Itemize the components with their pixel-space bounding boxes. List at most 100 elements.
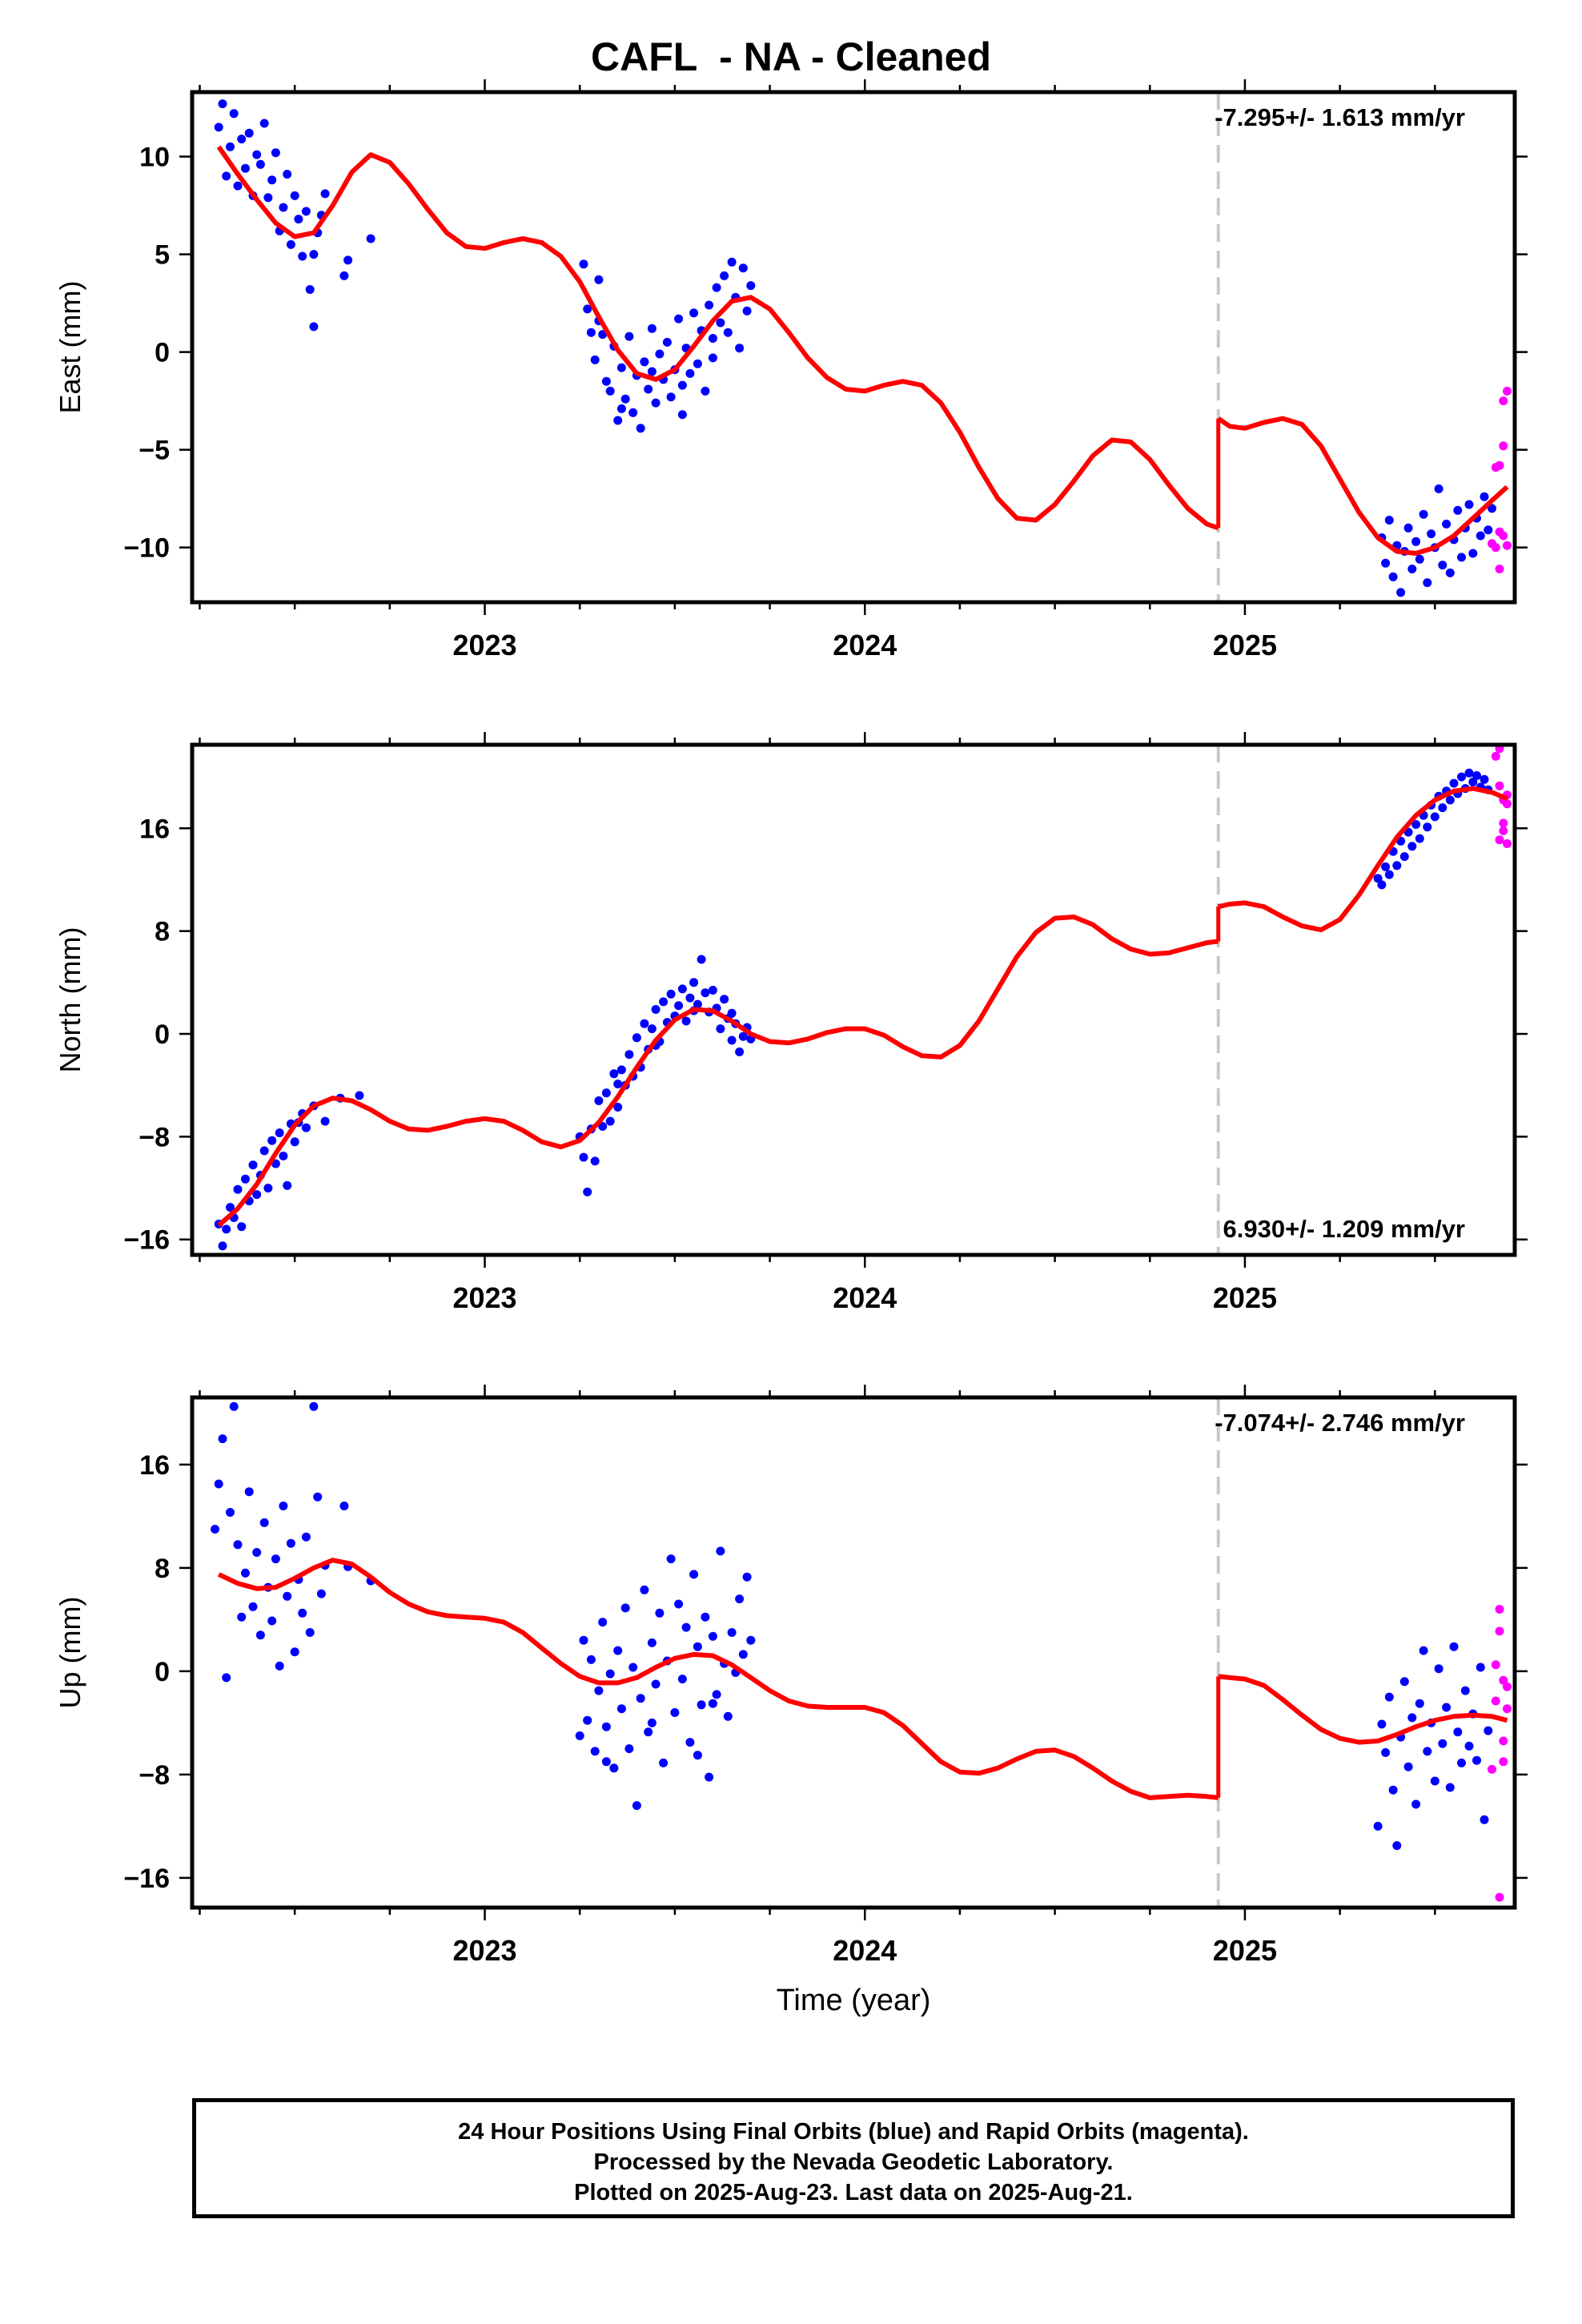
- rapid-orbit-point: [1499, 1675, 1508, 1685]
- velocity-annotation: 6.930+/- 1.209 mm/yr: [1223, 1215, 1465, 1243]
- final-orbit-point: [237, 135, 247, 144]
- y-tick-label: −5: [139, 436, 170, 466]
- final-orbit-point: [712, 283, 721, 292]
- final-orbit-point: [1384, 870, 1394, 879]
- final-orbit-point: [229, 1401, 239, 1411]
- final-orbit-point: [320, 189, 330, 199]
- footer-caption: 24 Hour Positions Using Final Orbits (bl…: [192, 2098, 1515, 2218]
- final-orbit-point: [286, 1538, 295, 1548]
- final-orbit-point: [1407, 1713, 1417, 1723]
- final-orbit-point: [735, 344, 745, 353]
- final-orbit-point: [305, 1628, 315, 1637]
- final-orbit-point: [674, 1599, 684, 1609]
- model-fit-line: [1218, 786, 1508, 933]
- final-orbit-point: [1460, 1686, 1470, 1695]
- final-orbit-point: [647, 1638, 656, 1647]
- y-tick-label: −10: [123, 533, 170, 564]
- final-orbit-point: [708, 334, 717, 343]
- final-orbit-point: [708, 1699, 717, 1708]
- final-orbit-point: [271, 148, 280, 158]
- x-tick-label: 2025: [1213, 629, 1277, 661]
- final-orbit-point: [659, 1758, 669, 1767]
- final-orbit-point: [620, 394, 630, 404]
- final-orbit-point: [226, 142, 235, 151]
- rapid-orbit-point: [1499, 818, 1508, 828]
- final-orbit-point: [244, 1487, 254, 1497]
- final-orbit-point: [1415, 1699, 1424, 1708]
- final-orbit-point: [339, 271, 349, 280]
- final-orbit-point: [1442, 519, 1452, 529]
- final-orbit-point: [1407, 842, 1417, 851]
- final-orbit-point: [575, 1731, 584, 1740]
- final-orbit-point: [1442, 1703, 1452, 1712]
- final-orbit-point: [605, 386, 615, 396]
- footer-line-1: 24 Hour Positions Using Final Orbits (bl…: [458, 2119, 1249, 2145]
- final-orbit-point: [616, 1704, 626, 1714]
- final-orbit-point: [677, 380, 687, 390]
- final-orbit-point: [738, 263, 748, 273]
- model-fit-line: [1218, 1674, 1508, 1745]
- final-orbit-point: [624, 1744, 634, 1754]
- final-orbit-point: [1384, 516, 1394, 525]
- final-orbit-point: [716, 1024, 725, 1034]
- final-orbit-point: [609, 1069, 619, 1079]
- final-orbit-point: [252, 150, 262, 159]
- final-orbit-point: [241, 1568, 250, 1578]
- final-orbit-point: [301, 207, 311, 216]
- final-orbit-point: [701, 1612, 710, 1622]
- final-orbit-point: [222, 1673, 231, 1683]
- x-tick-label: 2023: [452, 629, 516, 661]
- y-tick-label: −8: [139, 1122, 170, 1152]
- final-orbit-point: [632, 1033, 641, 1043]
- final-orbit-point: [1488, 504, 1496, 513]
- rapid-orbit-point: [1499, 1736, 1508, 1746]
- y-tick-label: −16: [123, 1864, 170, 1894]
- final-orbit-point: [1484, 525, 1493, 535]
- final-orbit-point: [1438, 561, 1447, 570]
- final-orbit-point: [1407, 565, 1417, 573]
- final-orbit-point: [590, 355, 600, 364]
- final-orbit-point: [211, 1525, 219, 1534]
- final-orbit-point: [259, 1146, 269, 1156]
- final-orbit-point: [613, 1646, 623, 1655]
- final-orbit-point: [605, 1669, 615, 1679]
- y-tick-label: 16: [139, 814, 170, 844]
- final-orbit-point: [1419, 1646, 1428, 1655]
- final-orbit-point: [712, 1690, 721, 1699]
- final-orbit-point: [727, 1628, 737, 1637]
- final-orbit-point: [651, 398, 661, 408]
- y-tick-label: 8: [155, 917, 170, 947]
- final-orbit-point: [659, 997, 669, 1007]
- final-orbit-point: [244, 128, 254, 138]
- final-orbit-point: [290, 1647, 299, 1657]
- final-orbit-point: [685, 993, 695, 1003]
- final-orbit-point: [255, 1630, 265, 1640]
- final-orbit-point: [708, 353, 717, 363]
- final-orbit-point: [1476, 531, 1485, 541]
- final-orbit-point: [647, 367, 656, 376]
- final-orbit-point: [616, 404, 626, 413]
- final-orbit-point: [640, 1585, 649, 1594]
- final-orbit-point: [1457, 772, 1466, 782]
- final-orbit-point: [701, 386, 710, 396]
- final-orbit-point: [666, 989, 676, 999]
- final-orbit-point: [233, 1540, 243, 1550]
- final-orbit-point: [689, 308, 699, 318]
- final-orbit-point: [1388, 1785, 1398, 1795]
- final-orbit-point: [738, 1031, 748, 1041]
- final-orbit-point: [1411, 537, 1421, 546]
- final-orbit-point: [275, 1661, 284, 1671]
- y-tick-label: 8: [155, 1554, 170, 1584]
- final-orbit-point: [309, 1401, 319, 1411]
- final-orbit-point: [647, 1718, 656, 1727]
- final-orbit-point: [628, 1663, 638, 1672]
- final-orbit-point: [316, 1589, 326, 1598]
- final-orbit-point: [735, 1594, 745, 1604]
- rapid-orbit-point: [1503, 799, 1512, 809]
- rapid-orbit-point: [1495, 1892, 1504, 1902]
- final-orbit-point: [666, 392, 676, 402]
- final-orbit-point: [624, 1050, 634, 1059]
- final-orbit-point: [1384, 1692, 1394, 1702]
- final-orbit-point: [590, 1747, 600, 1756]
